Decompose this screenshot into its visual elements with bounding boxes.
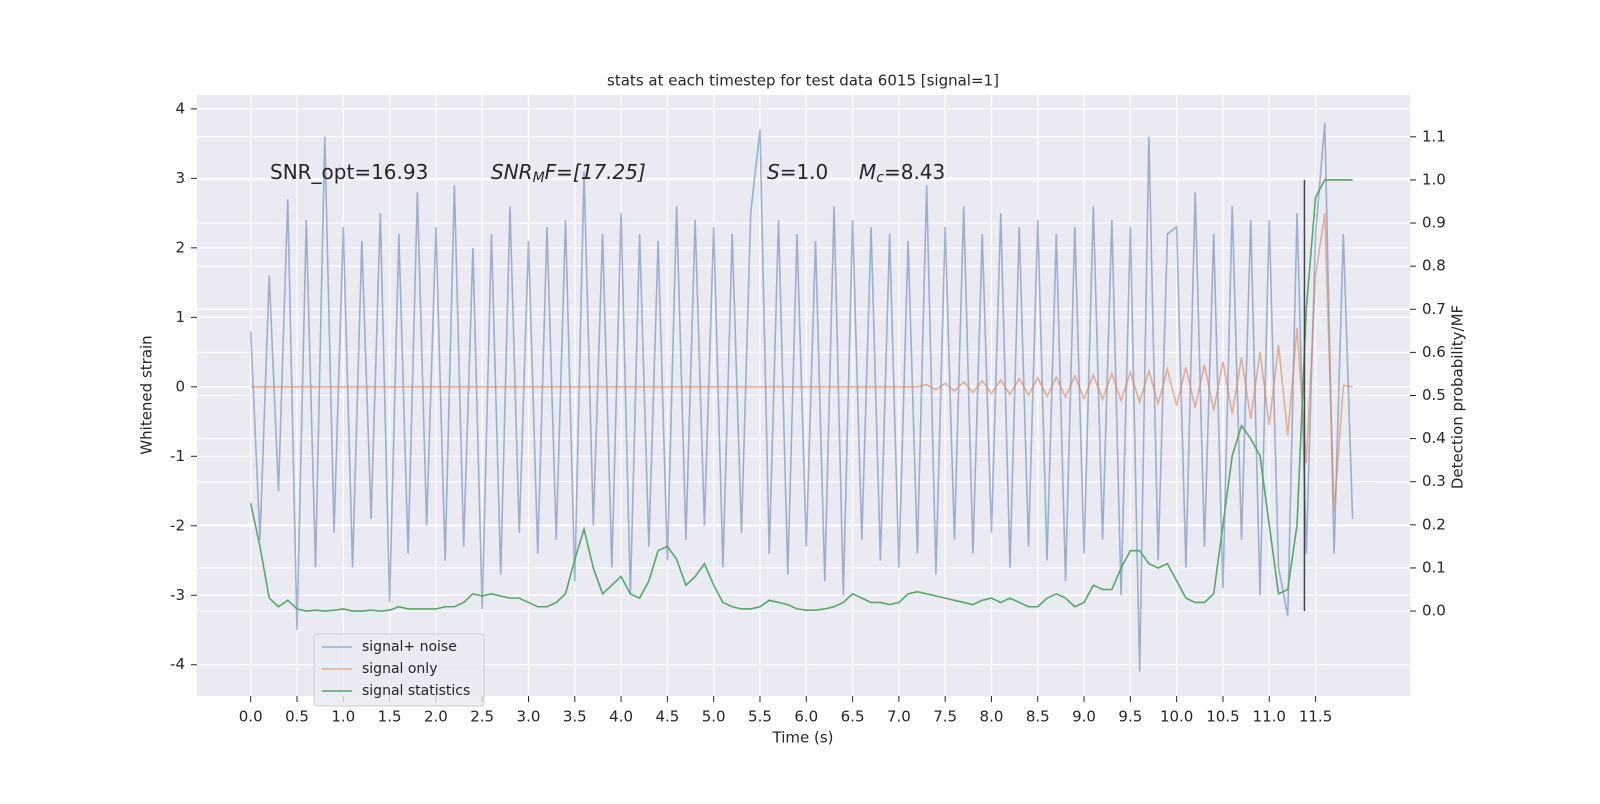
y2-tick-label: 0.2 bbox=[1422, 515, 1446, 533]
y2-tick-label: 0.5 bbox=[1422, 386, 1446, 404]
x-tick-label: 0.5 bbox=[285, 708, 309, 726]
legend-box bbox=[313, 633, 485, 707]
x-tick-label: 9.0 bbox=[1072, 708, 1096, 726]
y2-tick-label: 0.7 bbox=[1422, 300, 1446, 318]
annotation-part: SNR_opt=16.93 bbox=[270, 160, 428, 184]
y2-tick-label: 0.4 bbox=[1422, 429, 1446, 447]
annotation-part: c bbox=[876, 170, 884, 186]
legend: signal+ noise signal only signal statistic… bbox=[313, 633, 485, 707]
x-tick-label: 3.5 bbox=[563, 708, 587, 726]
legend-label: signal only bbox=[362, 661, 437, 677]
y-tick-label: 2 bbox=[175, 238, 185, 256]
x-tick-label: 11.5 bbox=[1299, 708, 1332, 726]
y2-tick-label: 0.0 bbox=[1422, 602, 1446, 620]
y-tick-label: -2 bbox=[170, 516, 185, 534]
x-tick-label: 10.0 bbox=[1160, 708, 1193, 726]
y-tick-label: 4 bbox=[175, 99, 185, 117]
x-tick-label: 4.0 bbox=[609, 708, 633, 726]
annotation-part: M bbox=[533, 170, 545, 186]
annotation-part: M bbox=[859, 160, 876, 184]
y-tick-label: 1 bbox=[175, 308, 185, 326]
x-tick-label: 1.0 bbox=[331, 708, 355, 726]
x-tick-label: 6.5 bbox=[841, 708, 865, 726]
y2-tick-label: 0.9 bbox=[1422, 214, 1446, 232]
x-tick-label: 9.5 bbox=[1118, 708, 1142, 726]
y2-tick-label: 0.3 bbox=[1422, 472, 1446, 490]
annotation-part: =1.0 bbox=[780, 160, 829, 184]
legend-label: signal statistics bbox=[362, 683, 470, 699]
x-tick-label: 3.0 bbox=[517, 708, 541, 726]
y-tick-label: 0 bbox=[175, 377, 185, 395]
x-tick-label: 1.5 bbox=[378, 708, 402, 726]
annotation: SNRMF=[17.25] bbox=[491, 160, 646, 187]
y2-axis-label: Detection probability/MF bbox=[1449, 305, 1467, 489]
grid bbox=[197, 95, 1410, 696]
annotation-part: SNR bbox=[491, 160, 533, 184]
data-line bbox=[249, 179, 1353, 612]
y2-tick-label: 0.8 bbox=[1422, 257, 1446, 275]
chart-title: stats at each timestep for test data 601… bbox=[607, 72, 999, 90]
y-tick-label: -4 bbox=[170, 655, 185, 673]
x-tick-label: 7.5 bbox=[933, 708, 957, 726]
y2-tick-label: 1.1 bbox=[1422, 127, 1446, 145]
x-tick-label: 10.5 bbox=[1206, 708, 1239, 726]
data-line bbox=[249, 122, 1354, 672]
x-tick-label: 2.5 bbox=[470, 708, 494, 726]
annotation-part: =8.43 bbox=[884, 160, 945, 184]
x-tick-label: 6.0 bbox=[794, 708, 818, 726]
annotation-part: F=[17.25] bbox=[545, 160, 646, 184]
y2-tick-label: 0.1 bbox=[1422, 558, 1446, 576]
x-tick-label: 4.5 bbox=[655, 708, 679, 726]
data-line bbox=[250, 212, 1353, 512]
legend-label: signal+ noise bbox=[362, 639, 457, 655]
x-tick-label: 2.0 bbox=[424, 708, 448, 726]
y-tick-label: -3 bbox=[170, 586, 185, 604]
x-tick-label: 0.0 bbox=[239, 708, 263, 726]
annotation-part: S bbox=[767, 160, 780, 184]
y-tick-label: 3 bbox=[175, 169, 185, 187]
annotation: Mc=8.43 bbox=[859, 160, 945, 187]
x-tick-label: 5.5 bbox=[748, 708, 772, 726]
annotation: S=1.0 bbox=[767, 160, 828, 184]
y2-tick-label: 0.6 bbox=[1422, 343, 1446, 361]
y2-tick-label: 1.0 bbox=[1422, 170, 1446, 188]
x-tick-label: 8.0 bbox=[980, 708, 1004, 726]
y-axis-label: Whitened strain bbox=[138, 335, 156, 454]
annotation: SNR_opt=16.93 bbox=[270, 160, 428, 184]
x-tick-label: 5.0 bbox=[702, 708, 726, 726]
x-tick-label: 7.0 bbox=[887, 708, 911, 726]
x-tick-label: 11.0 bbox=[1253, 708, 1286, 726]
x-tick-label: 8.5 bbox=[1026, 708, 1050, 726]
y-tick-label: -1 bbox=[170, 447, 185, 465]
x-axis-label: Time (s) bbox=[772, 729, 834, 747]
